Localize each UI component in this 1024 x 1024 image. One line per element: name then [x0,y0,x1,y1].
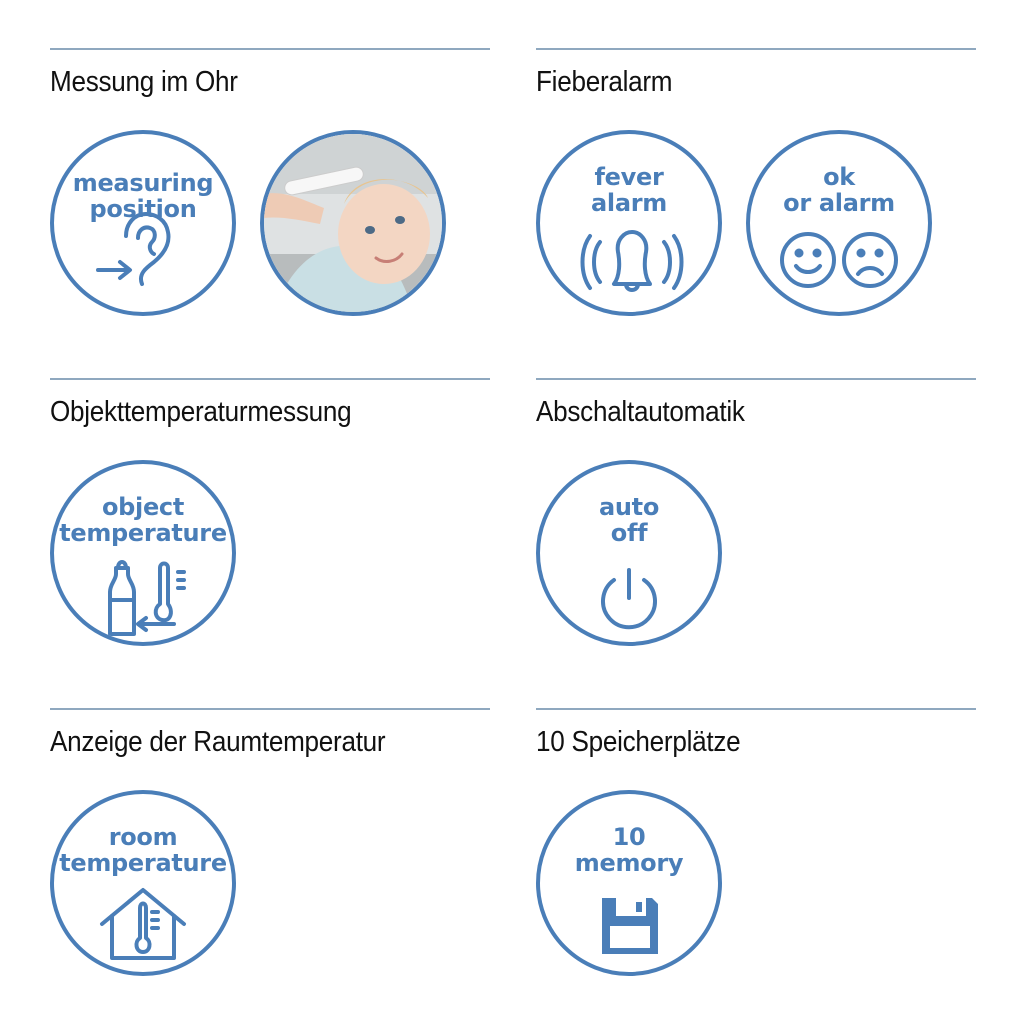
badge-line: alarm [591,189,667,217]
divider [536,708,976,710]
section-ear-measurement: Messung im Ohr measuring position [50,48,490,358]
power-icon [601,568,657,630]
badge-line: position [89,195,197,223]
divider [50,48,490,50]
badge-line: measuring [72,169,214,197]
section-fever-alarm: Fieberalarm fever alarm ok or alarm [536,48,976,358]
floppy-disk-icon [602,898,658,954]
badge-line: temperature [59,849,227,877]
divider [50,378,490,380]
divider [536,48,976,50]
badge-line: auto [598,493,660,521]
badge-line: room [108,823,178,851]
section-object-temperature: Objekttemperaturmessung object temperatu… [50,378,490,688]
baby-photo [260,130,446,316]
divider [536,378,976,380]
badge-line: off [610,519,648,547]
badge-line: temperature [59,519,227,547]
house-thermometer-icon [100,888,186,960]
section-memory: 10 Speicherplätze 10 memory [536,708,976,1018]
section-title: Messung im Ohr [50,66,238,98]
badge-line: memory [574,849,684,877]
measuring-position-badge: measuring position [50,130,236,316]
room-temperature-badge: room temperature [50,790,236,976]
smiley-frowny-icon [780,232,898,288]
badge-line: or alarm [783,189,895,217]
ear-icon [96,212,171,286]
divider [50,708,490,710]
badge-line: ok [823,163,855,191]
section-title: 10 Speicherplätze [536,726,741,758]
section-title: Fieberalarm [536,66,673,98]
section-title: Objekttemperaturmessung [50,396,352,428]
section-room-temperature: Anzeige der Raumtemperatur room temperat… [50,708,490,1018]
ok-or-alarm-badge: ok or alarm [746,130,932,316]
section-title: Anzeige der Raumtemperatur [50,726,386,758]
bell-alarm-icon [580,230,684,292]
section-title: Abschaltautomatik [536,396,745,428]
badge-line: 10 [612,823,646,851]
bottle-thermometer-icon [108,560,186,636]
section-auto-off: Abschaltautomatik auto off [536,378,976,688]
object-temperature-badge: object temperature [50,460,236,646]
badge-line: object [101,493,185,521]
badge-line: fever [594,163,664,191]
auto-off-badge: auto off [536,460,722,646]
memory-badge: 10 memory [536,790,722,976]
fever-alarm-badge: fever alarm [536,130,722,316]
